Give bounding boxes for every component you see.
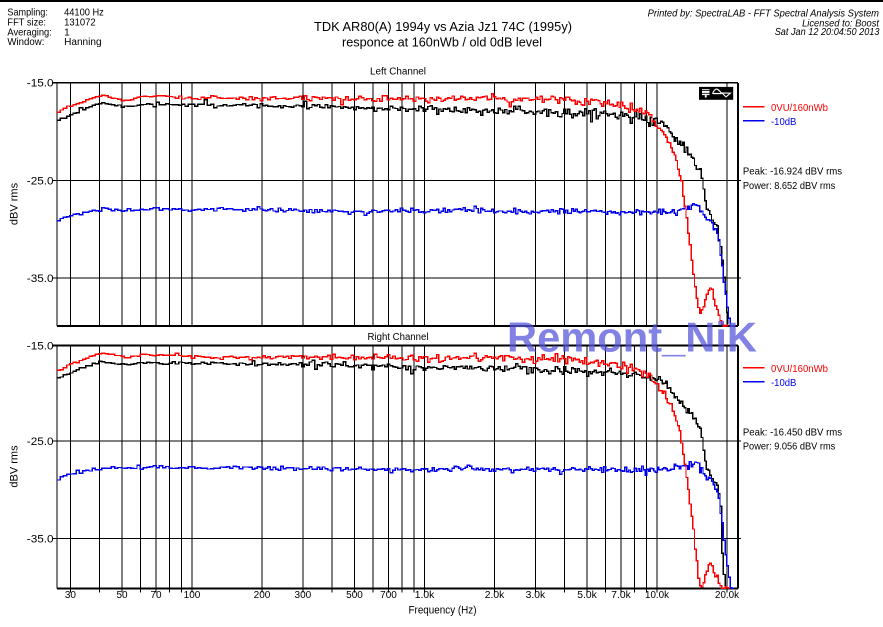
svg-text:-35.0: -35.0 — [27, 533, 54, 545]
svg-text:44100 Hz: 44100 Hz — [64, 8, 104, 19]
svg-text:2.0k: 2.0k — [485, 590, 506, 601]
svg-text:700: 700 — [380, 590, 397, 601]
svg-text:7.0k: 7.0k — [611, 590, 632, 601]
svg-text:20.0k: 20.0k — [715, 590, 740, 601]
svg-text:Window:: Window: — [7, 37, 44, 48]
svg-text:dBV rms: dBV rms — [9, 182, 21, 225]
svg-text:Sampling:: Sampling: — [7, 8, 48, 19]
svg-text:3.0k: 3.0k — [526, 590, 547, 601]
svg-text:Printed by: SpectraLAB - FFT S: Printed by: SpectraLAB - FFT Spectral An… — [648, 8, 880, 20]
svg-text:50: 50 — [116, 590, 128, 601]
svg-text:Left Channel: Left Channel — [370, 66, 426, 77]
svg-text:TDK AR80(A) 1994y vs Azia Jz1: TDK AR80(A) 1994y vs Azia Jz1 74C (1995y… — [314, 19, 572, 34]
svg-text:Licensed to: Boost: Licensed to: Boost — [802, 17, 880, 29]
svg-text:131072: 131072 — [64, 18, 96, 29]
svg-text:-10dB: -10dB — [771, 116, 796, 128]
svg-text:200: 200 — [254, 590, 271, 601]
svg-text:-15.0: -15.0 — [27, 78, 54, 90]
svg-text:500: 500 — [346, 590, 363, 601]
svg-text:70: 70 — [150, 590, 162, 601]
svg-text:-25.0: -25.0 — [27, 175, 54, 187]
svg-text:-25.0: -25.0 — [27, 436, 54, 448]
svg-text:100: 100 — [184, 590, 201, 601]
svg-text:-10dB: -10dB — [771, 377, 796, 389]
svg-text:Averaging:: Averaging: — [7, 27, 51, 38]
svg-text:Right Channel: Right Channel — [368, 332, 429, 343]
svg-text:Sat Jan 12 20:04:50 2013: Sat Jan 12 20:04:50 2013 — [775, 26, 880, 38]
svg-text:FFT size:: FFT size: — [7, 18, 46, 29]
svg-text:5.0k: 5.0k — [577, 590, 598, 601]
svg-text:Power: 9.056 dBV rms: Power: 9.056 dBV rms — [743, 441, 835, 453]
svg-text:-35.0: -35.0 — [27, 273, 54, 285]
svg-text:dBV rms: dBV rms — [9, 445, 21, 488]
svg-text:10.0k: 10.0k — [645, 590, 670, 601]
svg-text:Peak: -16.924 dBV rms: Peak: -16.924 dBV rms — [743, 166, 842, 178]
svg-text:Peak: -16.450 dBV rms: Peak: -16.450 dBV rms — [743, 426, 842, 438]
svg-text:Frequency (Hz): Frequency (Hz) — [409, 605, 477, 617]
svg-text:-15.0: -15.0 — [27, 340, 54, 352]
svg-text:responce at 160nWb / old 0dB l: responce at 160nWb / old 0dB level — [342, 35, 542, 50]
svg-text:30: 30 — [65, 590, 77, 601]
svg-text:Hanning: Hanning — [64, 37, 102, 48]
svg-text:Remont_NiK: Remont_NiK — [507, 314, 757, 361]
svg-text:0VU/160nWb: 0VU/160nWb — [771, 363, 828, 375]
svg-text:1: 1 — [64, 27, 70, 38]
svg-text:1.0k: 1.0k — [415, 590, 436, 601]
svg-text:0VU/160nWb: 0VU/160nWb — [771, 102, 828, 114]
svg-text:300: 300 — [295, 590, 312, 601]
svg-text:Power: 8.652 dBV rms: Power: 8.652 dBV rms — [743, 180, 835, 192]
